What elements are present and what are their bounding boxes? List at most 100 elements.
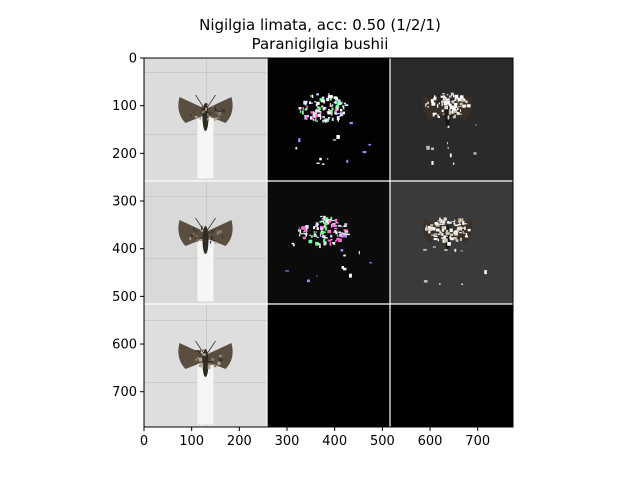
saliency-speck — [327, 239, 331, 242]
saliency-speck — [445, 231, 449, 235]
saliency-speck — [441, 228, 444, 232]
saliency-speck — [321, 99, 325, 103]
saliency-speck — [343, 229, 347, 232]
saliency-speck — [344, 223, 348, 225]
saliency-speck — [200, 349, 205, 351]
saliency-speck — [316, 93, 319, 96]
saliency-speck — [441, 233, 444, 236]
saliency-speck — [317, 110, 320, 112]
saliency-speck — [202, 353, 206, 356]
saliency-speck — [319, 220, 322, 223]
saliency-speck — [335, 222, 339, 224]
saliency-speck — [454, 99, 456, 102]
moth-left-wing — [423, 219, 448, 243]
saliency-speck — [311, 116, 314, 120]
saliency-speck — [303, 233, 308, 235]
saliency-speck — [465, 233, 468, 237]
saliency-speck — [449, 106, 452, 110]
panel-r1-c0-photo — [144, 181, 267, 304]
saliency-speck — [299, 229, 302, 234]
saliency-speck — [298, 138, 301, 143]
saliency-speck — [430, 224, 434, 227]
saliency-speck — [425, 228, 429, 231]
saliency-speck — [303, 231, 305, 233]
saliency-speck — [457, 97, 460, 100]
panel-r0-c0-photo — [144, 58, 267, 181]
saliency-speck — [328, 117, 330, 119]
y-tick-label: 200 — [112, 147, 137, 162]
saliency-speck — [433, 233, 438, 235]
saliency-speck — [335, 231, 338, 235]
saliency-speck — [302, 106, 304, 111]
saliency-speck — [214, 106, 216, 110]
saliency-speck — [316, 101, 320, 105]
saliency-speck — [443, 101, 448, 105]
saliency-speck — [457, 224, 462, 226]
panel-background — [390, 304, 513, 427]
saliency-speck — [316, 236, 320, 238]
saliency-speck — [308, 240, 313, 244]
panel-r2-c2-blank — [390, 304, 513, 427]
saliency-speck — [435, 222, 439, 225]
saliency-speck — [332, 139, 337, 141]
saliency-speck — [192, 233, 195, 236]
saliency-speck — [457, 107, 459, 111]
saliency-speck — [455, 103, 458, 105]
specimen-label — [197, 363, 214, 425]
saliency-speck — [199, 239, 203, 241]
saliency-speck — [451, 92, 453, 97]
saliency-speck — [429, 227, 433, 231]
saliency-speck — [197, 239, 199, 242]
saliency-speck — [316, 227, 319, 230]
saliency-speck — [443, 217, 447, 221]
saliency-speck — [436, 223, 440, 227]
saliency-speck — [449, 233, 454, 236]
saliency-speck — [423, 280, 428, 283]
saliency-speck — [459, 113, 462, 115]
saliency-speck — [337, 118, 339, 122]
saliency-speck — [211, 230, 214, 233]
saliency-speck — [222, 235, 224, 239]
saliency-speck — [199, 350, 201, 353]
saliency-speck — [210, 237, 213, 239]
saliency-speck — [458, 218, 462, 223]
saliency-speck — [332, 242, 336, 244]
saliency-speck — [322, 163, 325, 165]
saliency-speck — [201, 111, 204, 114]
saliency-speck — [455, 239, 459, 242]
saliency-speck — [304, 108, 308, 111]
saliency-speck — [449, 153, 452, 158]
y-tick-label: 300 — [112, 195, 137, 210]
saliency-speck — [455, 97, 457, 101]
saliency-speck — [321, 106, 323, 108]
saliency-speck — [217, 112, 222, 116]
saliency-speck — [324, 217, 329, 221]
saliency-speck — [362, 151, 367, 154]
saliency-speck — [443, 235, 446, 239]
x-tick-label: 100 — [179, 434, 204, 449]
saliency-speck — [333, 101, 336, 104]
saliency-speck — [444, 96, 446, 98]
saliency-speck — [319, 112, 322, 115]
saliency-speck — [328, 93, 330, 96]
saliency-speck — [213, 240, 216, 242]
saliency-speck — [448, 221, 452, 224]
saliency-speck — [438, 102, 440, 105]
saliency-speck — [453, 109, 458, 113]
saliency-speck — [322, 107, 325, 111]
saliency-speck — [441, 226, 445, 229]
saliency-speck — [454, 94, 459, 99]
saliency-speck — [321, 96, 325, 100]
saliency-speck — [310, 111, 314, 114]
saliency-speck — [315, 120, 318, 122]
saliency-speck — [338, 238, 342, 243]
saliency-speck — [206, 103, 208, 105]
saliency-speck — [427, 106, 429, 108]
saliency-speck — [343, 267, 347, 271]
saliency-speck — [454, 248, 457, 252]
saliency-speck — [452, 115, 456, 119]
y-tick-label: 400 — [112, 242, 137, 257]
saliency-speck — [438, 116, 440, 118]
saliency-speck — [315, 117, 317, 121]
saliency-speck — [461, 99, 465, 102]
